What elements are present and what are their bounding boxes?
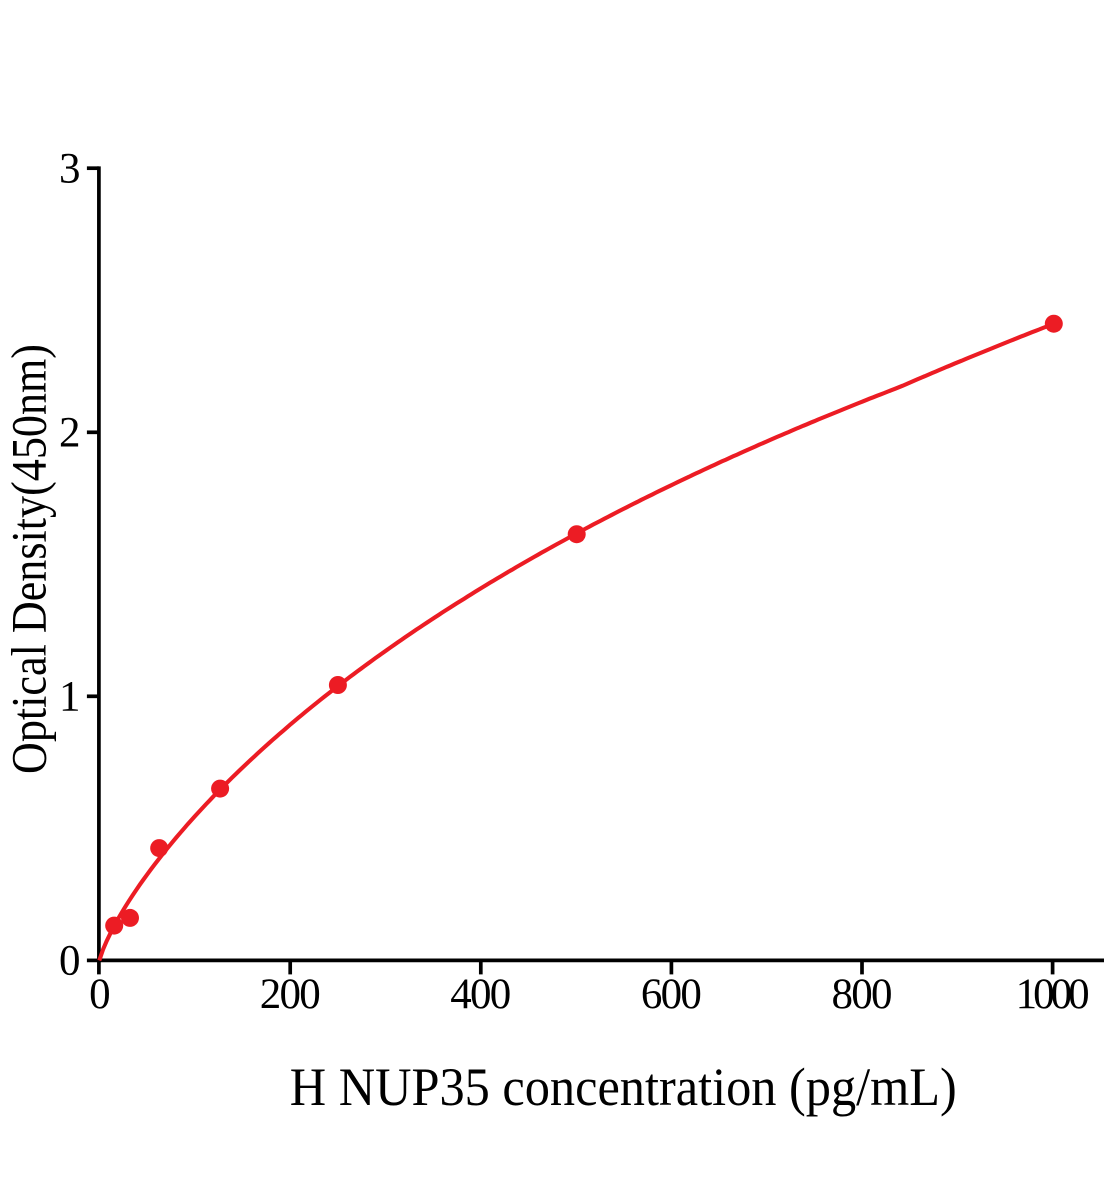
svg-text:3: 3 [59, 146, 81, 193]
svg-text:0: 0 [59, 938, 81, 985]
svg-text:1: 1 [59, 674, 81, 721]
svg-text:800: 800 [832, 971, 893, 1018]
svg-text:0: 0 [89, 971, 111, 1018]
svg-text:2: 2 [59, 410, 81, 457]
svg-text:Optical Density(450nm): Optical Density(450nm) [1, 344, 57, 774]
svg-text:200: 200 [260, 971, 321, 1018]
svg-text:H NUP35 concentration (pg/mL): H NUP35 concentration (pg/mL) [290, 1057, 957, 1117]
svg-text:1000: 1000 [1016, 971, 1090, 1018]
svg-text:400: 400 [450, 971, 511, 1018]
svg-text:600: 600 [641, 971, 702, 1018]
